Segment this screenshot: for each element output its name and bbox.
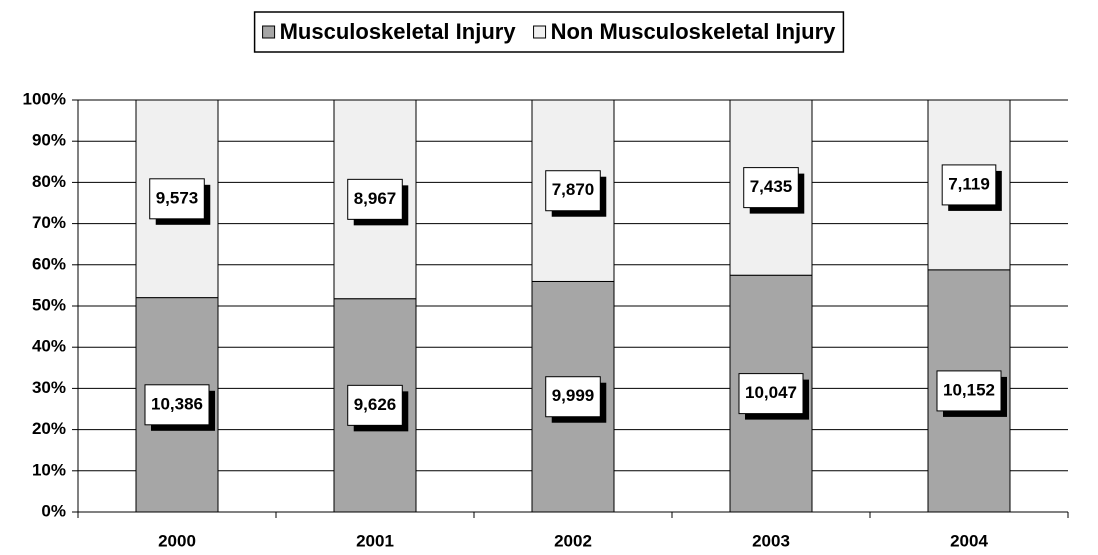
data-label: 10,047 — [738, 373, 809, 420]
data-label: 7,119 — [941, 164, 1002, 211]
y-tick-label: 50% — [32, 295, 66, 314]
x-tick-label: 2003 — [752, 531, 790, 550]
y-tick-label: 60% — [32, 254, 66, 273]
data-label-text: 7,435 — [750, 177, 793, 196]
data-label-text: 10,047 — [745, 383, 797, 402]
data-label-box — [941, 164, 997, 206]
y-tick-label: 20% — [32, 419, 66, 438]
x-tick-label: 2002 — [554, 531, 592, 550]
data-label: 10,386 — [144, 384, 215, 431]
data-label-text: 7,119 — [948, 174, 990, 193]
y-tick-label: 10% — [32, 460, 66, 479]
data-label-box — [545, 170, 601, 212]
data-label-box — [738, 373, 804, 415]
data-label-text: 9,573 — [156, 188, 199, 207]
data-label-box — [149, 178, 205, 220]
data-label-box — [347, 384, 403, 426]
data-label: 7,870 — [545, 170, 607, 217]
data-label-box — [743, 167, 799, 209]
data-label-text: 10,152 — [943, 380, 995, 399]
data-label-text: 9,999 — [552, 386, 595, 405]
data-label-box — [347, 178, 403, 220]
data-label-text: 7,870 — [552, 180, 595, 199]
data-label: 9,573 — [149, 178, 211, 225]
data-label-text: 10,386 — [151, 394, 203, 413]
data-label: 8,967 — [347, 178, 409, 226]
legend-swatch — [262, 25, 276, 39]
data-label-text: 9,626 — [354, 395, 397, 414]
data-label-box — [936, 370, 1002, 412]
x-tick-label: 2001 — [356, 531, 394, 550]
data-label-text: 8,967 — [354, 189, 397, 208]
y-tick-label: 0% — [41, 501, 66, 520]
legend-swatch — [533, 25, 547, 39]
legend-label: Non Musculoskeletal Injury — [551, 19, 837, 44]
legend: Musculoskeletal Injury Non Musculoskeleta… — [253, 11, 845, 53]
data-label: 7,435 — [743, 167, 805, 214]
y-tick-label: 80% — [32, 172, 66, 191]
y-tick-label: 30% — [32, 378, 66, 397]
legend-box — [253, 11, 845, 53]
y-tick-label: 40% — [32, 337, 66, 356]
data-label: 10,152 — [936, 370, 1007, 417]
data-label-box — [545, 376, 601, 418]
y-tick-label: 90% — [32, 131, 66, 150]
legend-label: Musculoskeletal Injury — [280, 19, 517, 44]
x-tick-label: 2000 — [158, 531, 196, 550]
data-label-box — [144, 384, 210, 426]
y-tick-label: 70% — [32, 213, 66, 232]
data-label: 9,999 — [545, 376, 607, 423]
y-tick-label: 100% — [23, 89, 66, 108]
data-label: 9,626 — [347, 384, 409, 432]
x-tick-label: 2004 — [950, 531, 988, 550]
